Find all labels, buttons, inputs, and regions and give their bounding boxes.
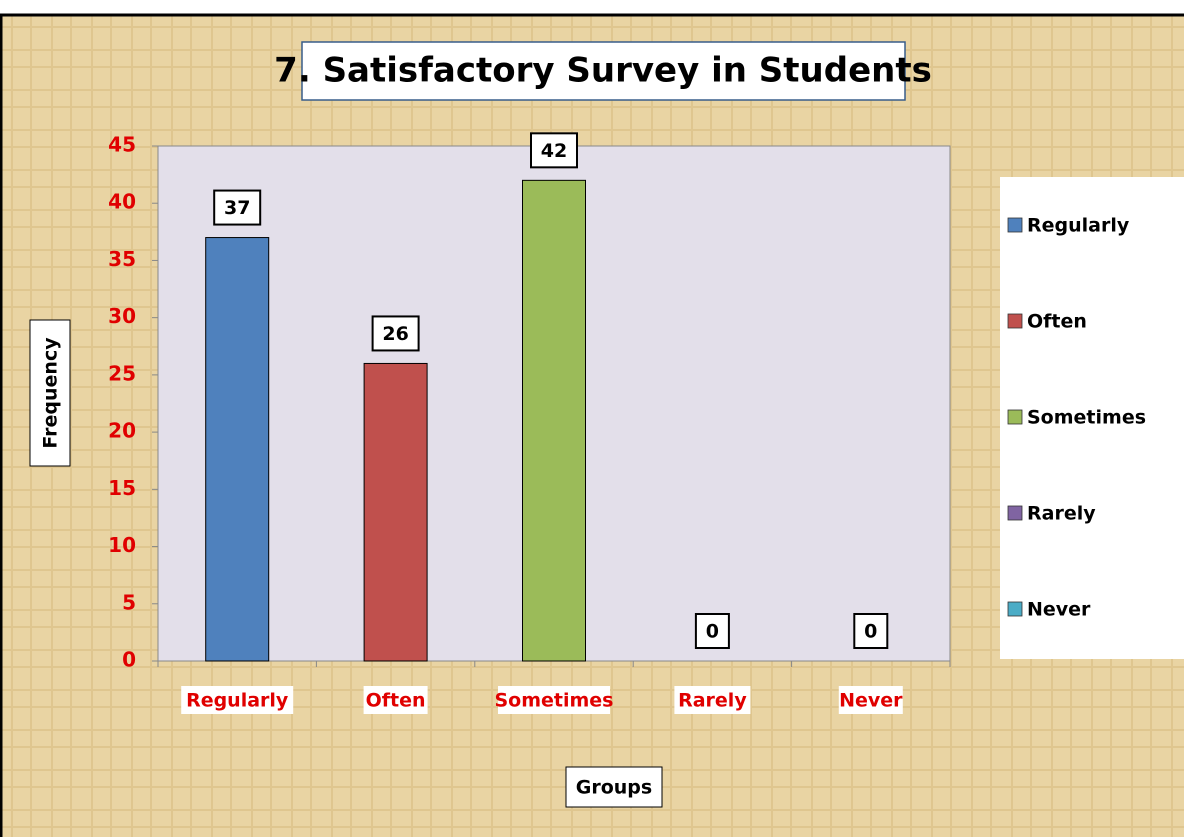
y-axis-title: Frequency — [40, 337, 62, 449]
x-label-bg — [674, 686, 751, 714]
value-label-box — [213, 189, 262, 226]
legend-swatch — [1007, 313, 1023, 329]
legend-label: Sometimes — [1027, 407, 1146, 429]
y-tick-label: 15 — [108, 476, 136, 500]
value-label: 0 — [864, 621, 877, 643]
x-label-bg — [498, 686, 610, 714]
legend-swatch — [1007, 217, 1023, 233]
chart-title: 7. Satisfactory Survey in Students — [274, 51, 932, 91]
y-tick-label: 5 — [122, 590, 136, 614]
value-label: 42 — [541, 140, 567, 162]
bar — [363, 362, 428, 662]
value-label: 37 — [224, 197, 250, 219]
legend-swatch — [1007, 409, 1023, 425]
y-tick-label: 40 — [108, 190, 136, 214]
x-label-bg — [181, 686, 294, 714]
y-tick-label: 30 — [108, 304, 136, 328]
y-tick-label: 25 — [108, 361, 136, 385]
x-tick-label: Rarely — [678, 690, 747, 712]
y-tick-label: 20 — [108, 419, 136, 443]
y-tick-label: 45 — [108, 133, 136, 157]
x-tick-label: Never — [839, 690, 903, 712]
legend-label: Never — [1027, 599, 1091, 621]
legend-label: Often — [1027, 311, 1087, 333]
y-title-box — [29, 319, 71, 467]
value-label-box — [530, 132, 578, 169]
value-label: 26 — [382, 323, 408, 345]
bar — [205, 237, 270, 662]
value-label: 0 — [706, 621, 719, 643]
value-label-box — [694, 613, 730, 649]
y-tick-label: 10 — [108, 533, 136, 557]
x-label-bg — [363, 686, 428, 714]
x-axis-title: Groups — [576, 777, 652, 799]
legend-label: Regularly — [1027, 215, 1130, 237]
value-label-box — [853, 613, 889, 649]
x-tick-label: Sometimes — [494, 690, 613, 712]
legend-label: Rarely — [1027, 503, 1096, 525]
x-tick-label: Regularly — [186, 690, 289, 712]
y-tick-label: 35 — [108, 247, 136, 271]
title-box — [301, 41, 906, 101]
legend-swatch — [1007, 601, 1023, 617]
x-title-box — [565, 766, 663, 808]
legend — [1000, 177, 1184, 659]
bar — [522, 179, 586, 662]
x-label-bg — [838, 686, 903, 714]
y-tick-label: 0 — [122, 648, 136, 672]
x-tick-label: Often — [366, 690, 426, 712]
legend-swatch — [1007, 505, 1023, 521]
value-label-box — [371, 315, 420, 352]
